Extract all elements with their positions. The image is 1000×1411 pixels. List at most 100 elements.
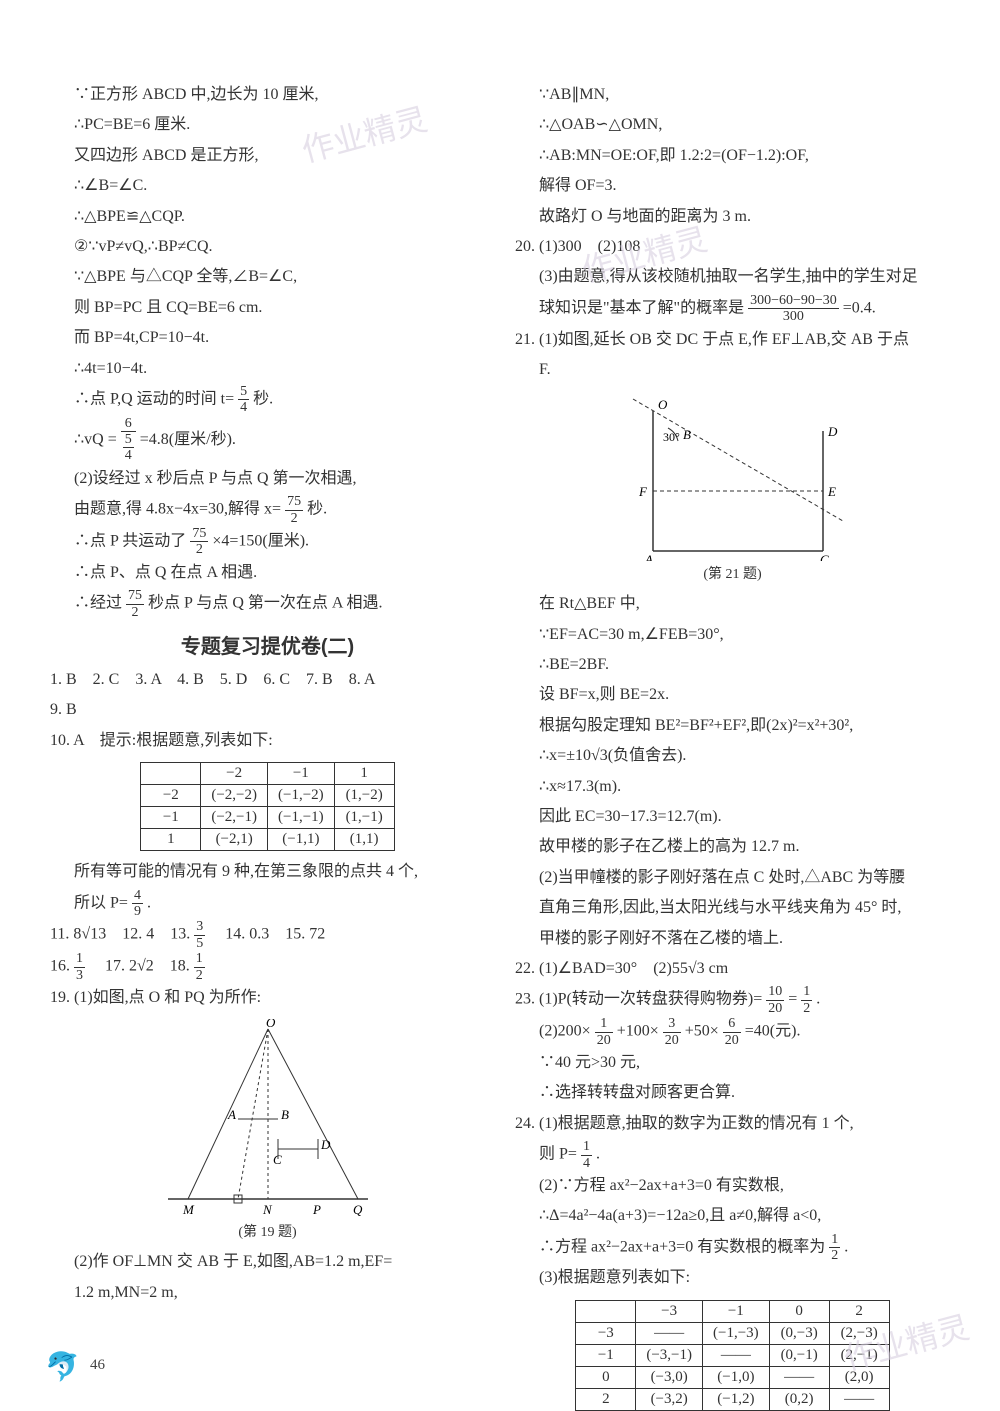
svg-text:F: F [638, 484, 648, 499]
figure-19: O A B C D M N P Q (第 19 题) [50, 1019, 485, 1241]
text-line: 在 Rt△BEF 中, [515, 589, 950, 619]
text: =0.4. [843, 299, 876, 316]
figure-19-svg: O A B C D M N P Q [158, 1019, 378, 1219]
text: ∴点 P 共运动了 [74, 533, 186, 550]
text-line: ∴∠B=∠C. [50, 171, 485, 201]
svg-text:O: O [266, 1019, 276, 1030]
svg-text:Q: Q [353, 1202, 363, 1217]
fraction: 13 [74, 951, 85, 983]
fraction: 620 [723, 1016, 741, 1048]
fraction: 12 [194, 951, 205, 983]
text-line: 故甲楼的影子在乙楼上的高为 12.7 m. [515, 832, 950, 862]
cell [576, 1300, 636, 1322]
text-line: 21. (1)如图,延长 OB 交 DC 于点 E,作 EF⊥AB,交 AB 于… [515, 325, 950, 355]
fraction: 752 [285, 494, 303, 526]
cell: −3 [576, 1322, 636, 1344]
text: (2)200× [539, 1023, 591, 1040]
text-line: 因此 EC=30−17.3=12.7(m). [515, 802, 950, 832]
fraction: 1020 [766, 984, 784, 1016]
cell: (−2,−1) [201, 807, 268, 829]
text-line: ∴点 P 共运动了 752 ×4=150(厘米). [50, 526, 485, 558]
cell: (2,−1) [829, 1344, 889, 1366]
text: +100× [617, 1023, 659, 1040]
figure-caption: (第 21 题) [703, 563, 761, 583]
svg-text:B: B [281, 1107, 289, 1122]
cell: −2 [201, 763, 268, 785]
svg-text:D: D [320, 1137, 331, 1152]
page-number: 46 [90, 1357, 105, 1374]
cell: 1 [141, 829, 201, 851]
cell: 0 [576, 1366, 636, 1388]
text: =40(元). [745, 1023, 801, 1040]
fraction: 752 [126, 588, 144, 620]
text-line: ∴x=±10√3(负值舍去). [515, 741, 950, 771]
text-line: 设 BF=x,则 BE=2x. [515, 680, 950, 710]
svg-text:B: B [683, 427, 691, 442]
cell: 2 [576, 1388, 636, 1410]
text: 则 P= [539, 1146, 577, 1163]
text-line: 直角三角形,因此,当太阳光线与水平线夹角为 45° 时, [515, 893, 950, 923]
text-line: 23. (1)P(转动一次转盘获得购物券)= 1020 = 12 . [515, 984, 950, 1016]
text-line: ∴vQ = 6 54 =4.8(厘米/秒). [50, 416, 485, 464]
right-column: ∵AB∥MN, ∴△OAB∽△OMN, ∴AB:MN=OE:OF,即 1.2:2… [515, 80, 950, 1374]
text-line: ∴点 P,Q 运动的时间 t= 54 秒. [50, 384, 485, 416]
svg-text:A: A [227, 1107, 236, 1122]
cell: (−1,1) [268, 829, 335, 851]
cell: (1,−2) [334, 785, 394, 807]
cell: −1 [141, 807, 201, 829]
cell: —— [636, 1322, 703, 1344]
cell: −1 [576, 1344, 636, 1366]
svg-text:C: C [273, 1152, 282, 1167]
cell: (−3,−1) [636, 1344, 703, 1366]
text: 秒. [307, 501, 327, 518]
svg-text:A: A [644, 552, 653, 561]
answer-row: 1. B 2. C 3. A 4. B 5. D 6. C 7. B 8. A [50, 665, 485, 695]
text-line: 则 P= 14 . [515, 1139, 950, 1171]
fraction: 49 [132, 888, 143, 920]
fraction: 300−60−90−30300 [748, 293, 839, 325]
figure-caption: (第 19 题) [238, 1221, 296, 1241]
text-line: 22. (1)∠BAD=30° (2)55√3 cm [515, 954, 950, 984]
text: 14. 0.3 15. 72 [209, 926, 325, 943]
text: 由题意,得 4.8x−4x=30,解得 x= [74, 501, 281, 518]
cell: (1,1) [334, 829, 394, 851]
text-line: ∴Δ=4a²−4a(a+3)=−12a≥0,且 a≠0,解得 a<0, [515, 1201, 950, 1231]
cell: −3 [636, 1300, 703, 1322]
cell: (−1,−2) [268, 785, 335, 807]
text: +50× [685, 1023, 719, 1040]
text: ∴点 P,Q 运动的时间 t= [74, 390, 234, 407]
text-line: ∵40 元>30 元, [515, 1048, 950, 1078]
fraction: 35 [194, 919, 205, 951]
svg-text:E: E [827, 484, 836, 499]
cell: —— [769, 1366, 829, 1388]
cell: (−1,−3) [703, 1322, 770, 1344]
text-line: ∴△OAB∽△OMN, [515, 110, 950, 140]
section-title: 专题复习提优卷(二) [50, 630, 485, 659]
cell: (0,−1) [769, 1344, 829, 1366]
table-a: −2 −1 1 −2 (−2,−2) (−1,−2) (1,−2) −1 (−2… [140, 762, 394, 851]
cell: (1,−1) [334, 807, 394, 829]
cell: (0,−3) [769, 1322, 829, 1344]
text-line: 24. (1)根据题意,抽取的数字为正数的情况有 1 个, [515, 1109, 950, 1139]
text-line: ∴PC=BE=6 厘米. [50, 110, 485, 140]
text-line: ∴x≈17.3(m). [515, 772, 950, 802]
svg-text:D: D [827, 424, 838, 439]
text-line: ∴选择转转盘对顾客更合算. [515, 1078, 950, 1108]
fraction: 320 [663, 1016, 681, 1048]
cell: (−2,−2) [201, 785, 268, 807]
text-line: ∵EF=AC=30 m,∠FEB=30°, [515, 620, 950, 650]
text-line: ∵△BPE 与△CQP 全等,∠B=∠C, [50, 262, 485, 292]
text: ∴vQ = [74, 430, 117, 447]
answer-row: 16. 13 17. 2√2 18. 12 [50, 951, 485, 983]
answer-row: 10. A 提示:根据题意,列表如下: [50, 726, 485, 756]
text-line: 1.2 m,MN=2 m, [50, 1278, 485, 1308]
text-line: 球知识是"基本了解"的概率是 300−60−90−30300 =0.4. [515, 293, 950, 325]
fraction: 54 [238, 384, 249, 416]
svg-text:M: M [182, 1202, 195, 1217]
cell: −1 [268, 763, 335, 785]
fraction: 12 [801, 984, 812, 1016]
text-line: 又四边形 ABCD 是正方形, [50, 141, 485, 171]
cell: (−1,0) [703, 1366, 770, 1388]
cell [141, 763, 201, 785]
text-line: ∴点 P、点 Q 在点 A 相遇. [50, 558, 485, 588]
